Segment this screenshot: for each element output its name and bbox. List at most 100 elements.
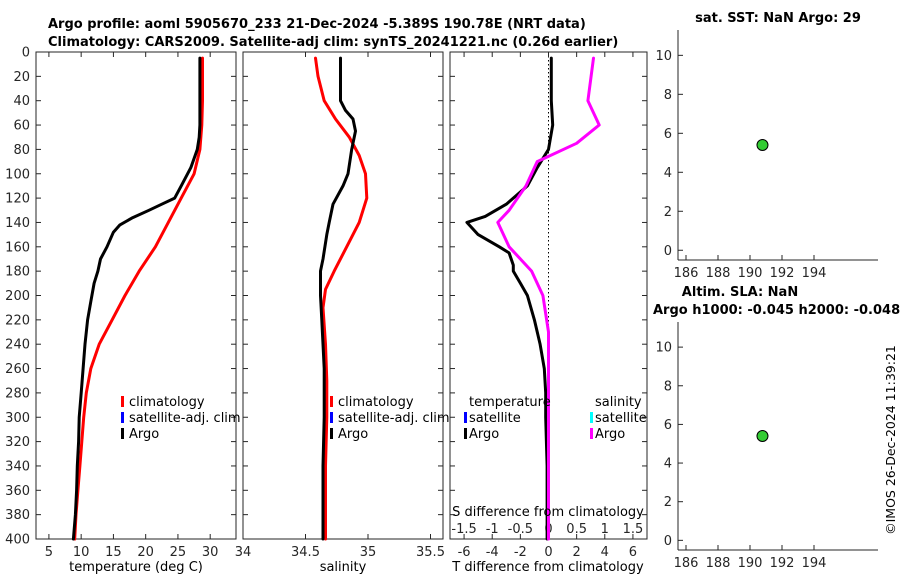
y-tick-label: 200 [5, 289, 30, 304]
y-tick-label: 140 [5, 216, 30, 231]
x-tick-label: 35 [360, 545, 377, 560]
legend-label-satellite: satellite-adj. clim [129, 411, 241, 426]
sst-points [756, 139, 769, 151]
sla-title-line1: Altim. SLA: NaN [682, 285, 798, 300]
y-tick-label: 20 [13, 70, 30, 85]
y-tick-label: 60 [13, 119, 30, 134]
difference-legend-salinity: salinity satellite Argo [590, 395, 647, 442]
top-x-tick-label: 1 [601, 522, 609, 537]
y-tick-label: 10 [655, 49, 672, 64]
temperature-axes-frame [35, 51, 237, 540]
legend-label-satellite: satellite-adj. clim [338, 411, 450, 426]
x-tick-label: 4 [601, 545, 609, 560]
sla-title-line2: Argo h1000: -0.045 h2000: -0.048 [653, 303, 900, 318]
x-tick-label: 194 [802, 266, 827, 281]
figure-title-line2: Climatology: CARS2009. Satellite-adj cli… [48, 35, 618, 50]
y-tick-label: 160 [5, 240, 30, 255]
y-tick-label: 80 [13, 143, 30, 158]
legend-swatch-climatology [121, 396, 124, 407]
difference-top-ticks: -1.5 -1 -0.5 0 0.5 1 1.5 [451, 522, 643, 537]
series-line-t-difference-argo- [465, 56, 555, 541]
difference-legend-temperature: temperature satellite Argo [464, 395, 551, 442]
y-tick-label: 6 [664, 418, 672, 433]
x-tick-label: -2 [514, 545, 527, 560]
x-tick-label: 20 [137, 545, 154, 560]
y-tick-label: 300 [5, 411, 30, 426]
salinity-x-ticks: 34 34.5 35 35.5 [235, 52, 445, 560]
x-tick-label: 192 [770, 556, 795, 571]
temperature-legend: climatology satellite-adj. clim Argo [121, 395, 241, 442]
x-tick-label: 35.5 [416, 545, 445, 560]
legend-swatch-t-satellite [464, 412, 467, 423]
x-tick-label: 0 [544, 545, 552, 560]
difference-x-ticks: -6 -4 -2 0 2 4 6 [458, 52, 637, 560]
temperature-lines [71, 56, 204, 541]
x-tick-label: 6 [629, 545, 637, 560]
legend-label-t-argo: Argo [469, 427, 499, 442]
temperature-x-label: temperature (deg C) [69, 560, 203, 575]
x-tick-label: 15 [105, 545, 122, 560]
x-tick-label: 188 [706, 556, 731, 571]
legend-title-salinity: salinity [595, 395, 642, 410]
legend-swatch-s-argo [590, 428, 593, 439]
sst-axes: sat. SST: NaN Argo: 29 186 188 190 192 194 0… [655, 11, 878, 281]
legend-label-climatology: climatology [338, 395, 414, 410]
x-tick-label: -6 [458, 545, 471, 560]
legend-swatch-t-argo [464, 428, 467, 439]
y-tick-label: 2 [664, 495, 672, 510]
y-tick-label: 4 [664, 166, 672, 181]
salinity-x-label: salinity [320, 560, 367, 575]
data-point [756, 430, 769, 442]
difference-lines [465, 56, 601, 541]
series-line-argo [71, 56, 202, 541]
x-tick-label: 190 [738, 266, 763, 281]
legend-swatch-argo [330, 428, 333, 439]
y-tick-label: 240 [5, 338, 30, 353]
series-line-climatology [314, 56, 369, 541]
sla-x-ticks: 186 188 190 192 194 [674, 545, 827, 571]
top-x-tick-label: -0.5 [508, 522, 533, 537]
salinity-y-ticks [243, 51, 443, 540]
x-tick-label: 25 [170, 545, 187, 560]
salinity-axes-frame [242, 51, 444, 540]
temperature-y-ticks: 0 20 40 60 80 100 120 140 160 180 200 220 240 260 280 3… [5, 46, 236, 548]
x-tick-label: 192 [770, 266, 795, 281]
y-tick-label: 8 [664, 88, 672, 103]
legend-title-temperature: temperature [469, 395, 551, 410]
top-x-tick-label: 1.5 [623, 522, 644, 537]
y-tick-label: 0 [664, 534, 672, 549]
y-tick-label: 8 [664, 379, 672, 394]
sla-axes: Altim. SLA: NaN Argo h1000: -0.045 h2000… [653, 285, 900, 571]
y-tick-label: 6 [664, 127, 672, 142]
y-tick-label: 220 [5, 313, 30, 328]
legend-label-t-satellite: satellite [469, 411, 521, 426]
y-tick-label: 40 [13, 94, 30, 109]
sla-y-ticks: 0 2 4 6 8 10 [655, 341, 683, 549]
legend-label-argo: Argo [338, 427, 368, 442]
x-tick-label: 190 [738, 556, 763, 571]
y-tick-label: 180 [5, 265, 30, 280]
y-tick-label: 0 [664, 244, 672, 259]
top-x-tick-label: 0.5 [566, 522, 587, 537]
x-tick-label: 194 [802, 556, 827, 571]
legend-label-argo: Argo [129, 427, 159, 442]
x-tick-label: 34.5 [291, 545, 320, 560]
y-tick-label: 0 [22, 46, 30, 61]
x-tick-label: 186 [674, 556, 699, 571]
y-tick-label: 360 [5, 484, 30, 499]
y-tick-label: 120 [5, 192, 30, 207]
legend-swatch-s-satellite [590, 412, 593, 423]
sla-points [756, 430, 769, 442]
y-tick-label: 380 [5, 508, 30, 523]
legend-swatch-satellite [330, 412, 333, 423]
y-tick-label: 260 [5, 362, 30, 377]
legend-swatch-satellite [121, 412, 124, 423]
x-tick-label: 10 [73, 545, 90, 560]
data-point [756, 139, 769, 151]
y-tick-label: 4 [664, 457, 672, 472]
y-ticks [450, 51, 647, 540]
salinity-legend: climatology satellite-adj. clim Argo [330, 395, 450, 442]
y-tick-label: 280 [5, 386, 30, 401]
top-x-tick-label: -1 [486, 522, 499, 537]
